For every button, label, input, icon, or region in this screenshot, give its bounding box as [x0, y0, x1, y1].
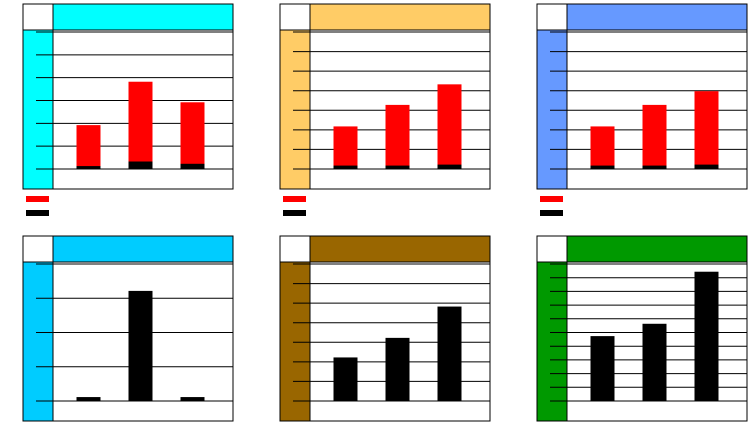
legend-swatch-black [540, 210, 563, 216]
legend-swatch-red [283, 196, 306, 202]
corner-box [279, 235, 311, 263]
header-band [52, 3, 234, 31]
bar-1-series-1 [333, 357, 358, 402]
bar-2-series-2 [385, 104, 410, 166]
side-band [536, 261, 568, 422]
bar-1-series-2 [333, 126, 358, 166]
side-band [279, 29, 311, 190]
legend-swatch-red [26, 196, 49, 202]
corner-box [22, 3, 54, 31]
bar-3-series-2 [694, 91, 719, 165]
chart-panel-1 [22, 3, 234, 216]
bar-3-series-1 [180, 162, 205, 170]
corner-box [536, 235, 568, 263]
bar-3-series-1 [694, 271, 719, 402]
bar-2-series-2 [128, 81, 153, 162]
bar-2-series-2 [642, 104, 667, 166]
bar-2-series-1 [385, 337, 410, 402]
side-band [22, 29, 54, 190]
chart-panel-5 [279, 235, 491, 422]
side-band [22, 261, 54, 422]
header-band [309, 235, 491, 263]
chart-panel-2 [279, 3, 491, 216]
bar-1-series-1 [76, 397, 101, 402]
bar-2-series-1 [128, 290, 153, 402]
bar-1-series-2 [590, 126, 615, 166]
header-band [566, 3, 748, 31]
bar-3-series-1 [437, 163, 462, 170]
bar-1-series-1 [590, 164, 615, 170]
side-band [279, 261, 311, 422]
chart-panel-3 [536, 3, 748, 216]
corner-box [536, 3, 568, 31]
bar-1-series-2 [76, 125, 101, 167]
bar-3-series-1 [180, 397, 205, 402]
corner-box [279, 3, 311, 31]
header-band [309, 3, 491, 31]
chart-panel-6 [536, 235, 748, 422]
bar-1-series-1 [590, 336, 615, 402]
legend-swatch-black [26, 210, 49, 216]
bar-2-series-1 [642, 323, 667, 402]
corner-box [22, 235, 54, 263]
bar-3-series-1 [437, 306, 462, 402]
bar-2-series-1 [642, 164, 667, 170]
bar-1-series-1 [76, 165, 101, 170]
bar-3-series-2 [437, 84, 462, 165]
bar-2-series-1 [385, 164, 410, 170]
bar-3-series-1 [694, 163, 719, 170]
header-band [52, 235, 234, 263]
legend-swatch-red [540, 196, 563, 202]
legend-swatch-black [283, 210, 306, 216]
bar-3-series-2 [180, 102, 205, 164]
chart-panel-4 [22, 235, 234, 422]
side-band [536, 29, 568, 190]
bar-2-series-1 [128, 160, 153, 170]
bar-1-series-1 [333, 164, 358, 170]
header-band [566, 235, 748, 263]
